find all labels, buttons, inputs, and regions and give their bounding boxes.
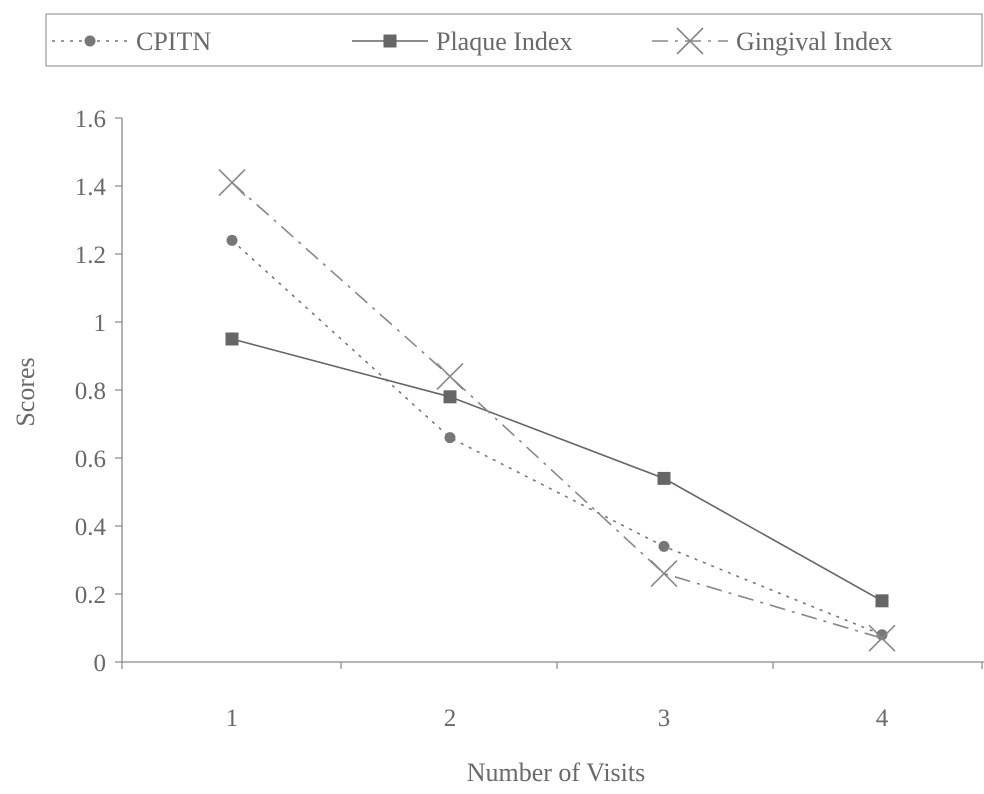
x-tick-label: 4	[876, 705, 889, 732]
series-cpitn	[226, 234, 888, 641]
legend: CPITN Plaque Index Gingival Index	[45, 13, 983, 67]
data-point	[658, 540, 670, 552]
data-point	[443, 390, 457, 404]
y-tick-label: 0.8	[75, 378, 106, 405]
data-point	[875, 594, 889, 608]
y-tick-label: 1.6	[75, 106, 106, 133]
legend-box	[45, 13, 983, 67]
x-tick-label: 1	[226, 705, 239, 732]
data-point	[868, 624, 896, 652]
data-point	[225, 332, 239, 346]
legend-marker	[84, 35, 96, 47]
x-tick-label: 2	[444, 705, 457, 732]
legend-label: Plaque Index	[436, 27, 572, 56]
series-plaque-index	[225, 332, 889, 608]
y-tick-label: 1.2	[75, 242, 106, 269]
x-tick-label: 3	[658, 705, 671, 732]
y-tick-label: 1	[94, 310, 107, 337]
y-tick-label: 1.4	[75, 174, 107, 201]
x-axis-title: Number of Visits	[467, 758, 646, 787]
series-gingival-index	[218, 169, 896, 652]
y-tick-label: 0.2	[75, 582, 106, 609]
axes: Scores Number of Visits 0 0.2 0.4 0.6 0.8 1 1.…	[11, 106, 984, 787]
data-point	[436, 362, 464, 390]
legend-marker	[676, 27, 704, 55]
legend-label: CPITN	[136, 27, 211, 56]
series-group	[218, 169, 896, 652]
data-point	[657, 471, 671, 485]
y-axis-title: Scores	[11, 357, 40, 426]
data-point	[218, 169, 246, 197]
series-line	[231, 338, 883, 602]
y-tick-label: 0	[94, 650, 107, 677]
legend-marker	[383, 34, 397, 48]
legend-label: Gingival Index	[736, 27, 893, 56]
y-tick-label: 0.4	[75, 514, 107, 541]
series-line	[231, 239, 883, 636]
series-line	[231, 182, 883, 639]
y-tick-label: 0.6	[75, 446, 106, 473]
data-point	[650, 560, 678, 588]
data-point	[444, 432, 456, 444]
data-point	[226, 234, 238, 246]
